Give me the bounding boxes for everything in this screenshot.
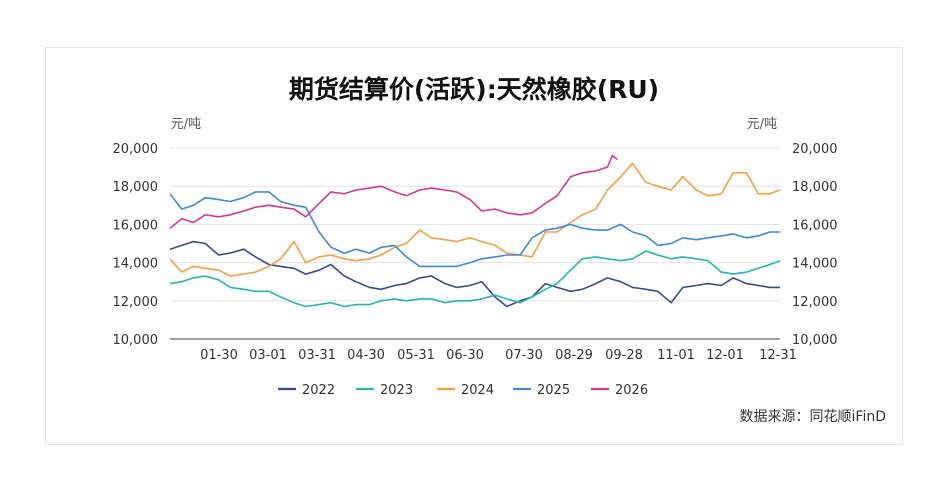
x-tick-label: 12-01 (706, 348, 744, 363)
y-tick-label-left: 18,000 (113, 180, 159, 195)
right-axis-unit: 元/吨 (747, 117, 777, 132)
y-tick-labels: 10,000 10,000 12,000 12,000 14,000 14,000 16,0… (113, 142, 838, 348)
chart-card (45, 47, 903, 445)
y-tick-label-left: 16,000 (113, 218, 159, 233)
y-tick-label-right: 12,000 (792, 295, 838, 310)
y-tick-label-left: 10,000 (113, 333, 159, 348)
series-line-2026 (169, 154, 618, 229)
x-tick-label: 07-30 (505, 348, 543, 363)
chart-title: 期货结算价(活跃):天然橡胶(RU) (289, 75, 659, 104)
left-axis-unit: 元/吨 (171, 117, 201, 132)
series-line-2023 (169, 250, 781, 308)
x-tick-label: 01-30 (200, 348, 238, 363)
x-tick-labels: 01-30 03-01 03-31 04-30 05-31 06-30 07-30 08-29… (200, 348, 797, 363)
legend-label-2022: 2022 (302, 383, 335, 398)
y-tick-label-right: 20,000 (792, 142, 838, 157)
y-tick-label-right: 14,000 (792, 257, 838, 272)
data-source: 数据来源：同花顺iFinD (740, 409, 886, 425)
x-tick-label: 05-31 (397, 348, 435, 363)
x-tick-label: 03-01 (249, 348, 287, 363)
x-tick-label: 08-29 (555, 348, 593, 363)
series-line-2025 (169, 191, 780, 268)
x-tick-label: 12-31 (759, 348, 797, 363)
series-layer (169, 154, 781, 308)
x-tick-label: 09-28 (605, 348, 643, 363)
y-tick-label-left: 20,000 (113, 142, 159, 157)
x-tick-label: 04-30 (347, 348, 385, 363)
y-tick-label-right: 18,000 (792, 180, 838, 195)
y-tick-label-right: 16,000 (792, 218, 838, 233)
y-tick-label-left: 12,000 (113, 295, 159, 310)
y-tick-label-left: 14,000 (113, 257, 159, 272)
x-tick-label: 06-30 (446, 348, 484, 363)
x-tick-label: 03-31 (298, 348, 336, 363)
x-tick-label: 11-01 (657, 348, 695, 363)
y-tick-label-right: 10,000 (792, 333, 838, 348)
legend-label-2025: 2025 (537, 383, 570, 398)
legend: 2022 2023 2024 2025 2026 (278, 383, 648, 398)
legend-label-2026: 2026 (615, 383, 648, 398)
grid-lines (170, 147, 780, 340)
legend-label-2024: 2024 (461, 383, 494, 398)
series-line-2022 (169, 240, 780, 308)
series-line-2024 (169, 162, 781, 277)
legend-label-2023: 2023 (380, 383, 413, 398)
